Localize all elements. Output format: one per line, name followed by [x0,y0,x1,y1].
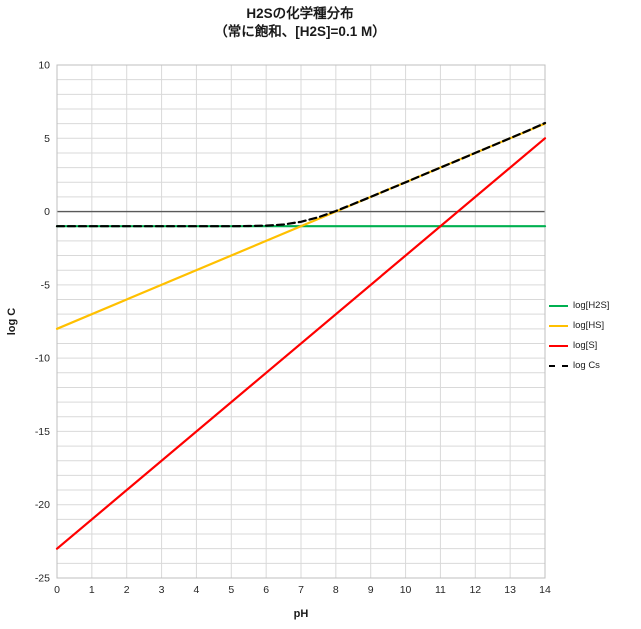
plot-border [56,64,546,579]
y-tick-label: 10 [38,60,50,72]
legend-label: log[HS] [573,320,605,331]
x-tick-label: 7 [298,584,304,596]
legend-item: log Cs [549,360,639,371]
x-tick-label: 14 [539,584,551,596]
y-tick-label: -15 [35,426,50,438]
x-tick-label: 10 [400,584,412,596]
x-tick-label: 13 [504,584,516,596]
legend-item: log[S] [549,340,639,351]
x-tick-label: 12 [469,584,481,596]
legend-label: log[S] [573,340,598,351]
x-tick-label: 11 [435,584,446,596]
legend-line-swatch [549,344,568,347]
legend-item: log[H2S] [549,300,639,311]
y-axis-title: log C [6,308,18,336]
legend-label: log[H2S] [573,300,610,311]
y-tick-label: -5 [41,279,50,291]
y-tick-label: 5 [44,133,50,145]
x-tick-label: 4 [194,584,200,596]
y-tick-label: 0 [44,206,50,218]
x-tick-label: 6 [263,584,269,596]
x-tick-label: 3 [159,584,165,596]
chart-title: H2Sの化学種分布 [246,6,354,21]
x-tick-label: 1 [89,584,95,596]
x-tick-label: 5 [228,584,234,596]
x-tick-label: 8 [333,584,339,596]
series-log-cs [55,121,547,228]
y-tick-label: -25 [35,573,50,585]
chart-title-block: H2Sの化学種分布 （常に飽和、[H2S]=0.1 M） [0,5,600,41]
legend-item: log[HS] [549,320,639,331]
legend-line-swatch [549,304,568,307]
x-tick-label: 9 [368,584,374,596]
y-tick-label: -10 [35,353,50,365]
legend-line-swatch [549,364,568,367]
chart-legend: log[H2S] log[HS] log[S] log Cs [549,300,639,371]
y-tick-label: -20 [35,499,50,511]
x-axis-title: pH [294,608,309,620]
legend-label: log Cs [573,360,600,371]
series-log-s- [55,137,547,550]
x-tick-label: 2 [124,584,130,596]
chart-subtitle: （常に飽和、[H2S]=0.1 M） [214,24,386,40]
legend-line-swatch [549,324,568,327]
x-tick-label: 0 [54,584,60,596]
